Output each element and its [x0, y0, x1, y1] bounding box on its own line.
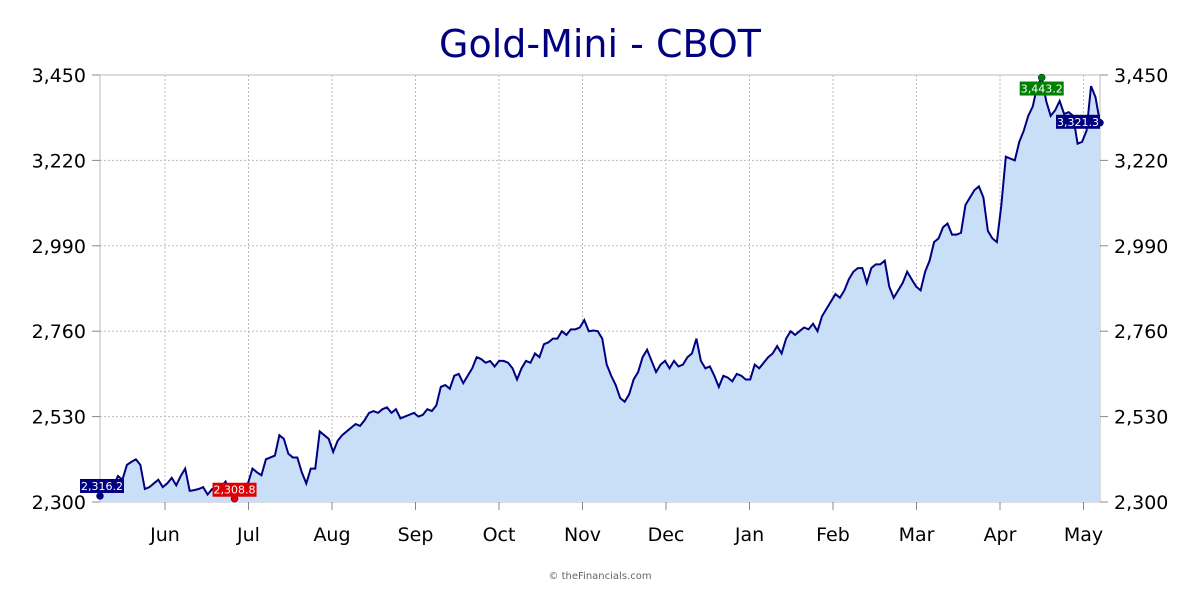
y-tick-label-right: 2,530: [1114, 407, 1168, 429]
tag-label-first: 2,316.2: [81, 480, 123, 493]
tag-box-first: [80, 478, 124, 493]
x-tick-label: Dec: [648, 524, 685, 546]
y-tick-label-right: 2,300: [1114, 492, 1168, 514]
tag-label-last: 3,321.3: [1057, 116, 1099, 129]
x-tick-label: Oct: [483, 524, 516, 546]
credit-text: © theFinancials.com: [548, 571, 651, 582]
y-tick-label-right: 3,450: [1114, 65, 1168, 87]
chart-title: Gold-Mini - CBOT: [439, 22, 762, 66]
y-tick-label-left: 2,990: [32, 236, 86, 258]
y-tick-label-left: 2,530: [32, 407, 86, 429]
price-area: [100, 77, 1100, 503]
x-tick-label: Feb: [816, 524, 850, 546]
tag-label-low: 2,308.8: [214, 484, 256, 497]
x-tick-label: Jan: [734, 524, 764, 546]
tag-box-last: [1056, 114, 1100, 129]
y-tick-label-left: 2,760: [32, 321, 86, 343]
y-tick-label-left: 3,220: [32, 150, 86, 172]
x-tick-label: May: [1064, 524, 1103, 546]
tag-marker-high: [1037, 73, 1046, 82]
tag-box-high: [1019, 81, 1064, 96]
y-axis-right: 2,300 2,530 2,760 2,990 3,220 3,450: [1114, 65, 1168, 514]
price-line: [99, 74, 1101, 501]
tag-marker-first: [96, 492, 104, 500]
y-tick-label-right: 2,990: [1114, 236, 1168, 258]
y-tick-label-left: 2,300: [32, 492, 86, 514]
x-axis: Jun Jul Aug Sep Oct Nov Dec Jan Feb Mar Apr May: [149, 524, 1103, 546]
y-tick-label-left: 3,450: [32, 65, 86, 87]
x-tick-label: Mar: [899, 524, 935, 546]
tag-box-low: [212, 482, 257, 497]
x-tick-label: Aug: [313, 524, 350, 546]
x-tick-label: Jul: [236, 524, 260, 546]
x-tick-label: Sep: [398, 524, 434, 546]
x-tick-label: Jun: [149, 524, 180, 546]
x-tick-label: Apr: [984, 524, 1017, 546]
tag-label-high: 3,443.2: [1021, 83, 1063, 96]
y-tick-label-right: 3,220: [1114, 150, 1168, 172]
y-tick-label-right: 2,760: [1114, 321, 1168, 343]
y-axis-left: 2,300 2,530 2,760 2,990 3,220 3,450: [32, 65, 86, 514]
price-tags: 2,316.2 2,308.8 3,443.2 3,321.3: [80, 73, 1104, 503]
x-tick-label: Nov: [564, 524, 601, 546]
